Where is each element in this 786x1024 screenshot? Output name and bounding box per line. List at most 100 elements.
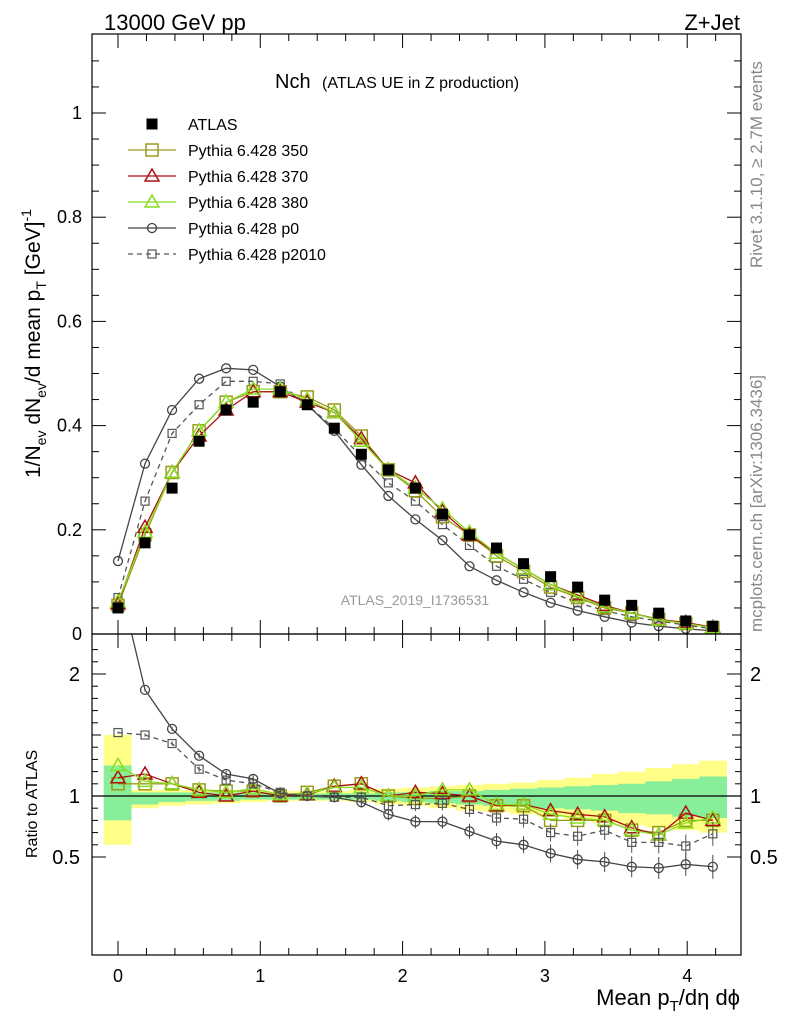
ratio-pythia-6-428-p0-series bbox=[131, 634, 718, 879]
ratio-pythia-6-428-p0-point bbox=[437, 816, 448, 827]
main-pythia-6-428-p0-point bbox=[220, 363, 232, 374]
legend: ATLAS Pythia 6.428 350 Pythia 6.428 370 Pyt… bbox=[128, 117, 326, 264]
y-axis-title-main: 1/Nev dNev/d mean pT [GeV]-1 bbox=[18, 209, 49, 478]
main-atlas-point bbox=[301, 399, 313, 411]
main-pythia-6-428-p2010-point bbox=[383, 478, 393, 488]
main-pythia-6-428-p0-point bbox=[193, 373, 205, 384]
main-atlas-point bbox=[166, 482, 178, 494]
ratio-pythia-6-428-p2010-point bbox=[437, 798, 448, 808]
legend-label: ATLAS bbox=[188, 117, 238, 134]
main-pythia-6-428-p2010-point bbox=[194, 400, 204, 410]
main-pythia-6-428-p0-point bbox=[518, 587, 529, 598]
main-pythia-6-428-380-point bbox=[163, 464, 181, 479]
ratio-pythia-6-428-p2010-point bbox=[545, 827, 556, 838]
main-pythia-6-428-p2010-point bbox=[573, 598, 583, 608]
ratio-pythia-6-428-380-point bbox=[488, 796, 505, 811]
legend-marker bbox=[145, 143, 159, 157]
main-pythia-6-428-380-point bbox=[353, 432, 370, 447]
ratio-y-tick-label-right: 0.5 bbox=[750, 847, 778, 869]
legend-item: Pythia 6.428 p0 bbox=[128, 221, 299, 238]
ratio-pythia-6-428-p2010-point bbox=[600, 825, 610, 835]
ratio-pythia-6-428-370-point bbox=[136, 765, 154, 780]
ratio-plot: 0 1 2 3 4 0.5 0.5 1 1 2 2 Ratio to ATLAS Mean pT/d… bbox=[24, 633, 778, 1015]
main-pythia-6-428-p2010-point bbox=[518, 574, 529, 584]
main-pythia-6-428-p2010-point bbox=[140, 496, 150, 506]
main-atlas-point bbox=[572, 581, 584, 593]
ratio-pythia-6-428-p2010-point bbox=[194, 764, 204, 774]
ratio-pythia-6-428-p2010-point bbox=[627, 837, 637, 847]
side-label-bottom: mcplots.cern.ch [arXiv:1306.3436] bbox=[747, 375, 766, 632]
main-pythia-6-428-p0-point bbox=[383, 490, 394, 502]
ratio-pythia-6-428-p0-point bbox=[491, 835, 502, 847]
ratio-pythia-6-428-380-point bbox=[136, 772, 154, 788]
watermark: ATLAS_2019_I1736531 bbox=[341, 592, 490, 608]
main-y-tick-label: 0 bbox=[72, 624, 82, 644]
main-pythia-6-428-p0-point bbox=[248, 364, 259, 376]
legend-label: Pythia 6.428 350 bbox=[188, 143, 308, 160]
main-atlas-point bbox=[707, 620, 719, 632]
main-y-tick-label: 0.6 bbox=[57, 311, 82, 331]
ratio-y-tick-label-right: 2 bbox=[750, 664, 761, 686]
main-atlas-point bbox=[545, 571, 557, 583]
ratio-pythia-6-428-p2010-point bbox=[410, 799, 421, 810]
main-pythia-6-428-380-point bbox=[569, 587, 586, 603]
main-y-tick-label: 0.8 bbox=[57, 207, 82, 227]
main-pythia-6-428-p2010-point bbox=[545, 587, 556, 597]
main-pythia-6-428-370-point bbox=[569, 586, 586, 601]
main-atlas-point bbox=[139, 537, 151, 549]
ratio-pythia-6-428-p0-point bbox=[653, 862, 664, 874]
ratio-pythia-6-428-p0-point bbox=[166, 723, 178, 735]
legend-label: Pythia 6.428 p2010 bbox=[188, 247, 326, 264]
ratio-pythia-6-428-380-point bbox=[677, 814, 695, 829]
ratio-frame bbox=[91, 633, 742, 956]
main-atlas-series bbox=[112, 386, 719, 632]
legend-marker bbox=[147, 249, 157, 259]
main-atlas-point bbox=[653, 607, 665, 619]
legend-item: Pythia 6.428 370 bbox=[128, 167, 308, 186]
ratio-pythia-6-428-p2010-point bbox=[518, 814, 529, 824]
ratio-pythia-6-428-380-point bbox=[217, 783, 235, 799]
ratio-pythia-6-428-p2010-point bbox=[464, 804, 475, 815]
ratio-pythia-6-428-p2010-point bbox=[140, 730, 150, 740]
ratio-y-tick-label-left: 0.5 bbox=[52, 847, 80, 869]
main-plot: Nch (ATLAS UE in Z production) ATLAS_201… bbox=[18, 33, 742, 644]
header-right: Z+Jet bbox=[684, 10, 740, 35]
main-pythia-6-428-p0-point bbox=[572, 605, 583, 616]
ratio-pythia-6-428-p0-point bbox=[410, 816, 421, 827]
ratio-pythia-6-428-370-point bbox=[407, 783, 424, 799]
ratio-pythia-6-428-p2010-point bbox=[491, 813, 502, 823]
main-atlas-point bbox=[382, 464, 394, 476]
ratio-pythia-6-428-370-point bbox=[569, 805, 586, 821]
ratio-pythia-6-428-370-point bbox=[217, 787, 235, 802]
ratio-pythia-6-428-p2010-point bbox=[654, 837, 664, 847]
ratio-pythia-6-428-p0-point bbox=[545, 848, 556, 859]
ratio-pythia-6-428-p0-point bbox=[464, 826, 475, 837]
ratio-pythia-6-428-p2010-point bbox=[302, 791, 312, 801]
main-atlas-point bbox=[680, 615, 692, 627]
main-pythia-6-428-380-point bbox=[596, 598, 613, 613]
main-pythia-6-428-p0-point bbox=[112, 555, 124, 567]
ratio-pythia-6-428-380-point bbox=[434, 781, 451, 796]
ratio-pythia-6-428-p2010-point bbox=[356, 792, 366, 802]
ratio-pythia-6-428-p2010-point bbox=[275, 787, 285, 797]
ratio-pythia-6-428-380-point bbox=[542, 805, 559, 821]
ratio-pythia-6-428-p2010-point bbox=[221, 775, 231, 785]
main-y-tick-label: 0.4 bbox=[57, 416, 82, 436]
main-pythia-6-428-p2010-line bbox=[117, 380, 713, 630]
x-tick-label: 1 bbox=[255, 966, 265, 986]
main-atlas-point bbox=[436, 508, 448, 520]
legend-marker bbox=[143, 193, 161, 208]
ratio-pythia-6-428-p2010-point bbox=[248, 779, 258, 789]
main-pythia-6-428-380-point bbox=[244, 380, 262, 395]
legend-item: Pythia 6.428 p2010 bbox=[128, 247, 326, 264]
ratio-pythia-6-428-380-point bbox=[515, 796, 532, 811]
ratio-pythia-6-428-p0-point bbox=[599, 856, 610, 868]
main-pythia-6-428-p0-point bbox=[166, 404, 178, 416]
main-atlas-point bbox=[112, 602, 124, 614]
main-pythia-6-428-p0-line bbox=[117, 367, 713, 632]
ratio-pythia-6-428-p2010-series bbox=[113, 727, 718, 858]
ratio-pythia-6-428-p2010-point bbox=[329, 792, 339, 802]
ratio-pythia-6-428-380-point bbox=[163, 775, 181, 790]
ratio-pythia-6-428-p2010-line bbox=[117, 731, 714, 847]
